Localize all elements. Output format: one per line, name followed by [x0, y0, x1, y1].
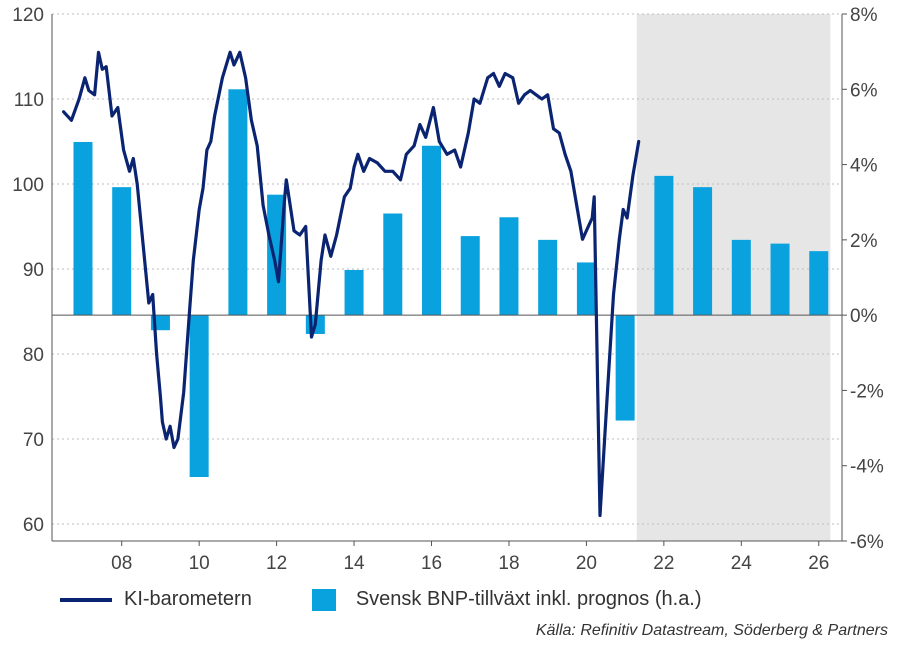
left-tick-label: 60: [23, 515, 44, 536]
bar-2023: [693, 187, 713, 316]
right-tick-label: -2%: [850, 381, 884, 402]
legend-bar-swatch: [311, 588, 336, 611]
series-line-ki-barometern: [62, 50, 641, 518]
bar-2026: [809, 251, 829, 316]
bar-2008: [112, 187, 132, 316]
source-note: Källa: Refinitiv Datastream, Söderberg &…: [535, 622, 888, 639]
legend-item-bnp: Svensk BNP-tillväxt inkl. prognos (h.a.): [311, 588, 702, 611]
left-tick-label: 100: [12, 175, 44, 196]
x-tick-label: 14: [343, 553, 365, 574]
left-tick-label: 110: [14, 90, 44, 111]
legend-item-ki-barometern: KI-barometern: [60, 588, 252, 611]
bar-2015: [383, 213, 403, 316]
left-tick-label: 120: [12, 5, 44, 26]
legend-line-label: KI-barometern: [124, 588, 252, 610]
right-tick-label: -4%: [850, 457, 884, 478]
bar-2007: [73, 141, 93, 316]
legend-line-swatch: [60, 597, 112, 602]
x-tick-label: 08: [111, 553, 132, 574]
bar-2014: [344, 269, 364, 316]
bar-2011: [228, 89, 248, 316]
left-tick-label: 80: [23, 345, 44, 366]
bar-2010: [189, 315, 209, 478]
bar-2024: [731, 239, 751, 316]
right-tick-label: 6%: [850, 80, 878, 101]
x-tick-label: 24: [731, 553, 753, 574]
x-tick-label: 12: [266, 553, 287, 574]
x-tick-label: 20: [576, 553, 597, 574]
right-tick-label: 8%: [850, 5, 878, 26]
bar-2022: [654, 175, 674, 316]
bar-2019: [538, 239, 558, 316]
left-tick-label: 90: [23, 260, 44, 281]
bar-2020: [576, 262, 596, 316]
right-tick-label: 2%: [850, 231, 878, 252]
legend: KI-barometern Svensk BNP-tillväxt inkl. …: [60, 588, 762, 611]
right-tick-label: 4%: [850, 156, 878, 177]
right-tick-label: -6%: [850, 532, 884, 553]
chart-area: 60 70 80 90 100 110 120 -6% -4% -2% 0% 2% 4% 6% 8% 08 10…: [12, 5, 884, 574]
x-tick-label: 22: [653, 553, 674, 574]
right-tick-label: 0%: [850, 306, 878, 327]
bar-2018: [499, 217, 519, 316]
bar-2017: [460, 236, 480, 316]
legend-bar-label: Svensk BNP-tillväxt inkl. prognos (h.a.): [355, 588, 702, 610]
x-tick-label: 16: [421, 553, 442, 574]
bar-2025: [770, 243, 790, 316]
bar-2021: [615, 315, 635, 421]
x-tick-label: 18: [498, 553, 519, 574]
x-tick-label: 10: [189, 553, 210, 574]
bar-2016: [422, 145, 442, 316]
x-tick-label: 26: [808, 553, 829, 574]
left-tick-label: 70: [23, 430, 44, 451]
